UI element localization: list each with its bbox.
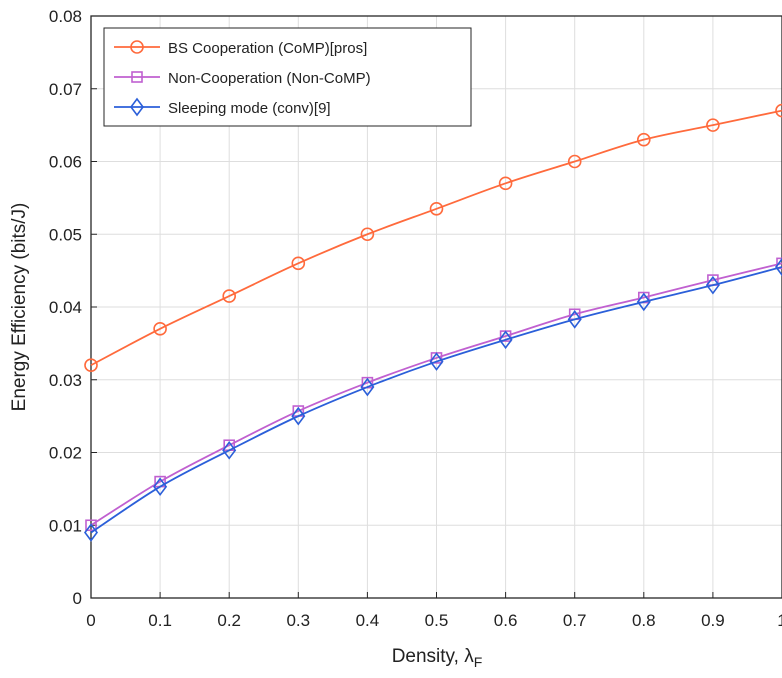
x-tick-label: 0.5 [425,611,449,630]
x-tick-label: 0.6 [494,611,518,630]
x-tick-label: 0.2 [217,611,241,630]
x-axis-label: Density, λF [392,646,483,670]
x-tick-label: 1 [777,611,782,630]
x-axis-label-symbol: λ [464,646,474,667]
x-tick-label: 0.1 [148,611,172,630]
x-tick-label: 0.8 [632,611,656,630]
legend: BS Cooperation (CoMP)[pros] Non-Cooperati… [104,28,471,126]
x-tick-label: 0.9 [701,611,725,630]
y-tick-label: 0.07 [49,80,82,99]
y-axis-label: Energy Efficiency (bits/J) [9,203,30,412]
legend-label: Sleeping mode (conv)[9] [168,100,331,117]
y-tick-label: 0.03 [49,371,82,390]
legend-label: Non-Cooperation (Non-CoMP) [168,70,371,87]
x-tick-label: 0.3 [286,611,310,630]
y-tick-label: 0.04 [49,298,82,317]
y-tick-label: 0.05 [49,225,82,244]
x-axis-label-subscript: F [474,654,483,670]
legend-label: BS Cooperation (CoMP)[pros] [168,40,367,57]
x-tick-label: 0 [86,611,95,630]
y-tick-label: 0.02 [49,444,82,463]
y-tick-label: 0.01 [49,516,82,535]
x-tick-label: 0.7 [563,611,587,630]
y-tick-label: 0.06 [49,153,82,172]
x-tick-label: 0.4 [356,611,380,630]
x-axis-label-text: Density, [392,646,465,667]
y-tick-label: 0.08 [49,7,82,26]
y-tick-label: 0 [73,589,82,608]
